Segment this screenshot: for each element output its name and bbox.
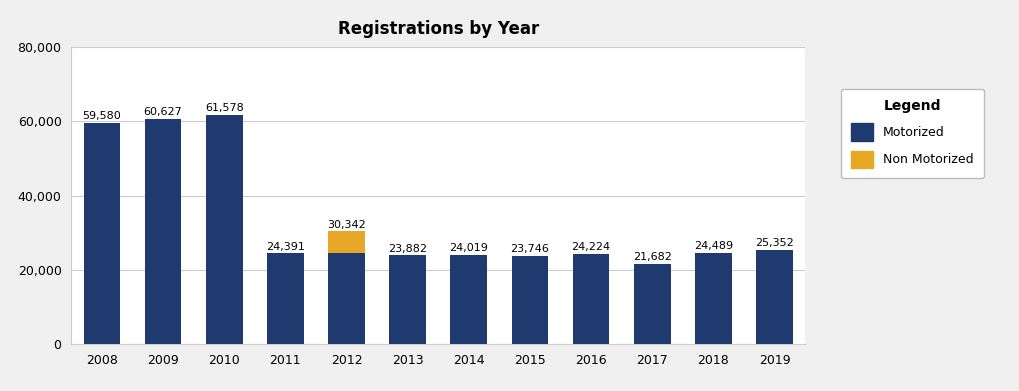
Text: 23,882: 23,882 <box>388 244 427 253</box>
Text: 25,352: 25,352 <box>755 238 794 248</box>
Bar <box>695 253 732 344</box>
Text: 60,627: 60,627 <box>144 107 182 117</box>
Text: Registrations by Year: Registrations by Year <box>337 20 539 38</box>
Text: 21,682: 21,682 <box>633 252 672 262</box>
Bar <box>389 255 426 344</box>
Bar <box>756 250 793 344</box>
Text: 30,342: 30,342 <box>327 219 366 230</box>
Bar <box>450 255 487 344</box>
Bar <box>328 253 365 344</box>
Text: 23,746: 23,746 <box>511 244 549 254</box>
Bar <box>634 264 671 344</box>
Text: 61,578: 61,578 <box>205 104 244 113</box>
Text: 24,224: 24,224 <box>572 242 610 252</box>
Bar <box>206 115 243 344</box>
Bar <box>328 231 365 253</box>
Text: 24,019: 24,019 <box>449 243 488 253</box>
Bar <box>84 123 120 344</box>
Bar <box>573 254 609 344</box>
Text: 24,391: 24,391 <box>266 242 305 252</box>
Bar <box>267 253 304 344</box>
Bar <box>145 119 181 344</box>
Legend: Motorized, Non Motorized: Motorized, Non Motorized <box>841 89 983 178</box>
Bar <box>512 256 548 344</box>
Text: 59,580: 59,580 <box>83 111 121 121</box>
Text: 24,489: 24,489 <box>694 241 733 251</box>
